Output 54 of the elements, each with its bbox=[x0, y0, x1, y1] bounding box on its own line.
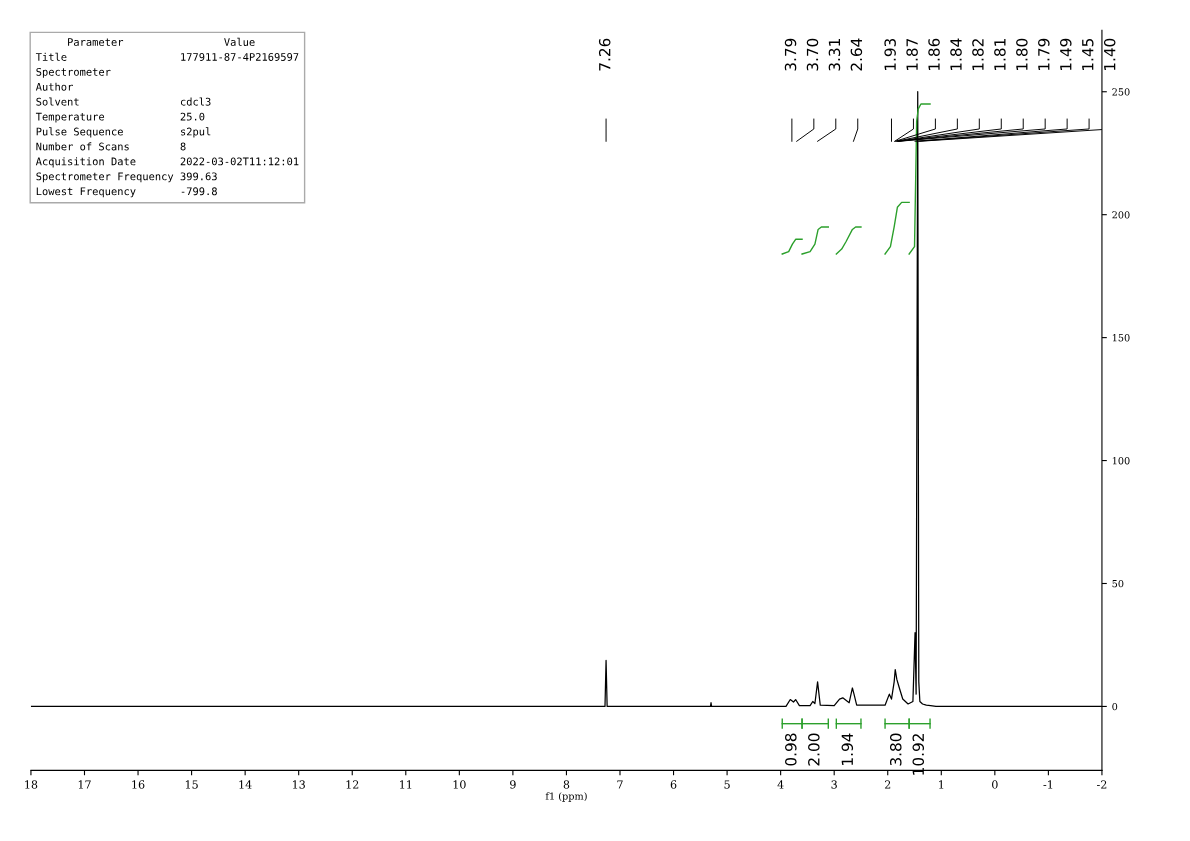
y-tick-label: 50 bbox=[1112, 579, 1124, 588]
x-tick-label: 7 bbox=[617, 780, 623, 789]
x-tick-label: 1 bbox=[939, 780, 944, 789]
y-tick-label: 0 bbox=[1112, 702, 1118, 711]
line-series bbox=[908, 103, 931, 255]
x-tick-label: 10 bbox=[453, 780, 466, 789]
y-tick-label: 250 bbox=[1112, 88, 1130, 96]
x-tick-label: -2 bbox=[1097, 780, 1107, 789]
line-series bbox=[781, 238, 803, 255]
x-tick-label: 2 bbox=[884, 780, 891, 789]
y-tick-label: 200 bbox=[1112, 211, 1130, 219]
x-tick-label: 12 bbox=[346, 780, 359, 789]
annotation: 7.26 bbox=[598, 38, 611, 71]
text: Parameter Value Title 177911-87-4P2169597 Spectrometer Author Solvent cdcl3 Temperature 25.0 Pulse Sequence s2pul Number of Scans 8 Acquisition Date 2022-03-02T11:12:01 Spectrometer Frequency 399.63 Lowest Frequency -799.8 bbox=[35, 37, 299, 198]
y-tick-label: 100 bbox=[1112, 457, 1130, 465]
line-series bbox=[884, 201, 910, 255]
annotation: 1.93 bbox=[884, 38, 896, 71]
x-tick-label: 9 bbox=[510, 780, 516, 789]
line-series bbox=[835, 226, 862, 255]
annotation: 1.80 bbox=[1016, 38, 1028, 71]
annotation: 3.70 bbox=[806, 38, 819, 71]
x-tick-label: -1 bbox=[1043, 780, 1053, 789]
x-tick-label: 13 bbox=[292, 780, 305, 789]
annotation: 3.31 bbox=[828, 39, 841, 71]
line-series bbox=[801, 226, 829, 255]
annotation: 1.49 bbox=[1060, 38, 1072, 71]
annotation: 1.45 bbox=[1082, 39, 1094, 71]
annotation: 2.00 bbox=[808, 733, 820, 766]
x-tick-label: 0 bbox=[992, 780, 998, 789]
annotation: 1.84 bbox=[950, 38, 962, 71]
text: 1.40 bbox=[1103, 38, 1116, 71]
x-tick-label: 11 bbox=[400, 780, 412, 789]
x-tick-label: 6 bbox=[670, 780, 677, 789]
x-tick-label: 16 bbox=[132, 780, 145, 789]
x-tick-label: 5 bbox=[724, 780, 730, 789]
annotation: 1.81 bbox=[994, 39, 1006, 71]
annotation: 2.64 bbox=[850, 38, 863, 71]
annotation: 1.82 bbox=[972, 39, 984, 71]
annotation: 1.94 bbox=[841, 733, 854, 765]
annotation: 3.79 bbox=[784, 38, 797, 71]
annotation: 1.86 bbox=[928, 38, 940, 71]
x-tick-label: 14 bbox=[239, 780, 252, 789]
annotation: 3.80 bbox=[889, 733, 902, 766]
x-tick-label: 3 bbox=[831, 780, 837, 789]
x-axis-title: f1 (ppm) bbox=[545, 792, 587, 802]
annotation: 1.87 bbox=[906, 38, 918, 71]
x-tick-label: 17 bbox=[78, 780, 91, 789]
y-tick-label: 150 bbox=[1112, 334, 1130, 342]
x-tick-label: 4 bbox=[777, 780, 784, 789]
annotation: 1.79 bbox=[1038, 38, 1050, 71]
x-tick-label: 18 bbox=[25, 780, 38, 789]
annotation: 0.98 bbox=[785, 733, 797, 766]
x-tick-label: 8 bbox=[563, 780, 570, 789]
x-tick-label: 15 bbox=[185, 780, 198, 789]
